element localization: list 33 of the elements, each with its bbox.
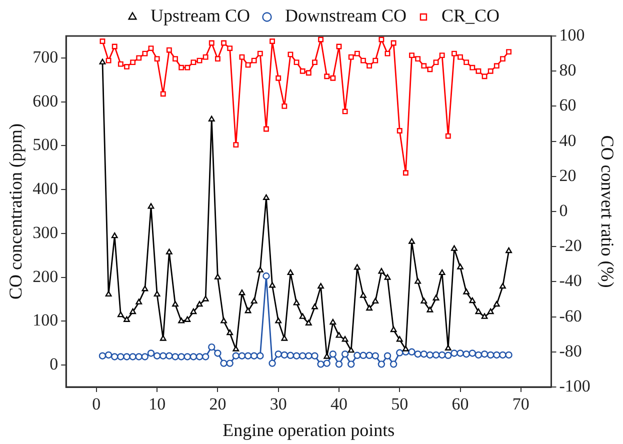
y-tick-label: 0 (50, 354, 58, 374)
y-tick-label: 300 (32, 222, 58, 242)
y-tick-label: 500 (32, 135, 58, 154)
x-tick-label: 30 (270, 394, 287, 414)
legend-label: CR_CO (441, 6, 500, 26)
y2-tick-label: -60 (559, 306, 582, 326)
x-tick-label: 50 (391, 394, 408, 414)
y2-tick-label: -100 (559, 376, 590, 396)
y-tick-label: 600 (32, 91, 58, 110)
y2-tick-label: -20 (559, 236, 582, 256)
legend-label: Upstream CO (150, 6, 250, 26)
y2-tick-label: -40 (559, 271, 582, 290)
x-tick-label: 10 (148, 394, 166, 414)
y2-tick-label: 60 (559, 96, 576, 115)
y-tick-label: 400 (32, 179, 58, 198)
y2-tick-label: 40 (559, 130, 576, 150)
y-tick-label: 200 (32, 266, 58, 286)
y-tick-label: 700 (32, 47, 58, 66)
x-axis-title: Engine operation points (222, 420, 395, 440)
x-tick-label: 70 (512, 394, 530, 414)
y2-tick-label: 20 (559, 166, 576, 185)
y2-tick-label: 0 (559, 200, 568, 220)
x-tick-label: 0 (92, 394, 101, 414)
y2-axis-title: CO convert ratio (%) (597, 135, 618, 288)
x-tick-label: 40 (330, 394, 348, 414)
x-tick-label: 20 (209, 394, 226, 414)
x-tick-label: 60 (452, 394, 469, 414)
y2-tick-label: 100 (559, 25, 585, 44)
y2-tick-label: -80 (559, 341, 582, 360)
y-tick-label: 100 (32, 310, 58, 330)
y2-tick-label: 80 (559, 60, 576, 80)
legend-label: Downstream CO (284, 6, 406, 26)
y-axis-title: CO concentration (ppm) (6, 124, 26, 300)
